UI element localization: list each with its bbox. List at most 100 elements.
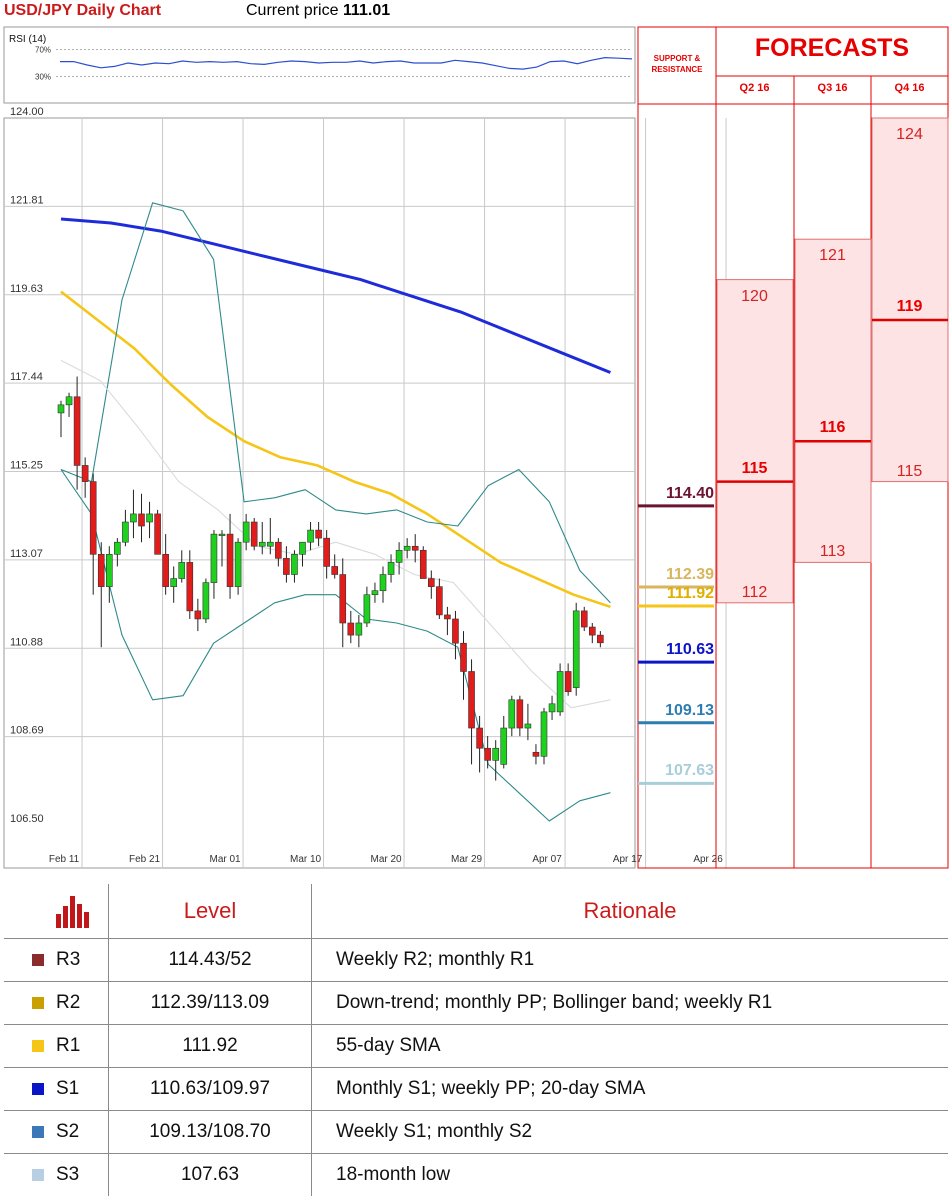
table-row: S1 110.63/109.97 Monthly S1; weekly PP; …	[4, 1068, 948, 1111]
x-tick-label: Feb 21	[129, 854, 161, 865]
y-tick-label: 117.44	[10, 371, 43, 383]
y-tick-label: 124.00	[10, 106, 44, 118]
x-tick-label: Apr 26	[693, 854, 723, 865]
candle-body	[549, 704, 555, 712]
candle-body	[195, 611, 201, 619]
candle-body	[573, 611, 579, 688]
candle-body	[147, 514, 153, 522]
level-value: 111.92	[109, 1025, 312, 1068]
level-rationale: Down-trend; monthly PP; Bollinger band; …	[312, 982, 949, 1025]
candle-body	[436, 587, 442, 615]
candle	[573, 603, 579, 696]
current-price: Current price 111.01	[246, 2, 390, 20]
candle-body	[541, 712, 547, 756]
sr-level-label: 107.63	[640, 762, 714, 780]
candle-body	[493, 748, 499, 760]
sr-level-label: 112.39	[640, 566, 714, 584]
level-value: 109.13/108.70	[109, 1111, 312, 1154]
candle-body	[283, 558, 289, 574]
level-name: S1	[56, 1078, 79, 1099]
forecast-range	[717, 280, 793, 603]
level-name: R2	[56, 992, 80, 1013]
level-swatch	[32, 997, 44, 1009]
y-tick-label: 106.50	[10, 813, 44, 825]
forecast-mid-label: 116	[794, 419, 871, 437]
candle-body	[452, 619, 458, 643]
table-row: R2 112.39/113.09 Down-trend; monthly PP;…	[4, 982, 948, 1025]
candle-body	[396, 550, 402, 562]
candle	[251, 518, 257, 550]
candle-body	[171, 579, 177, 587]
candle-body	[428, 579, 434, 587]
x-tick-label: Apr 07	[532, 854, 562, 865]
candle-body	[139, 514, 145, 526]
current-price-value: 111.01	[343, 2, 390, 19]
candle-body	[412, 546, 418, 550]
candle-body	[235, 542, 241, 586]
candle-body	[275, 542, 281, 558]
level-swatch	[32, 1169, 44, 1181]
candle	[203, 579, 209, 623]
level-value: 114.43/52	[109, 939, 312, 982]
candle-body	[251, 522, 257, 546]
candle-body	[90, 482, 96, 555]
quarter-header: Q3 16	[794, 82, 871, 94]
level-value: 107.63	[109, 1154, 312, 1196]
level-name: S2	[56, 1121, 79, 1142]
level-rationale: 18-month low	[312, 1154, 949, 1196]
candle-body	[324, 538, 330, 566]
y-tick-label: 115.25	[10, 460, 43, 472]
candle-body	[82, 465, 88, 481]
rsi-level-label: 70%	[35, 45, 51, 54]
level-swatch	[32, 1083, 44, 1095]
candle-body	[477, 728, 483, 748]
sr-level-label: 109.13	[640, 702, 714, 720]
candle-body	[114, 542, 120, 554]
forecast-low-label: 115	[871, 463, 948, 481]
candle-body	[187, 562, 193, 610]
bar-chart-logo-icon	[56, 894, 92, 928]
x-tick-label: Mar 01	[209, 854, 241, 865]
y-tick-label: 108.69	[10, 725, 44, 737]
forecast-range	[795, 239, 871, 562]
support-resistance-header: SUPPORT &RESISTANCE	[640, 53, 714, 75]
candle-body	[106, 554, 112, 586]
candle-body	[58, 405, 64, 413]
candle	[541, 708, 547, 765]
candle-body	[163, 554, 169, 586]
forecast-high-label: 121	[794, 247, 871, 265]
candle-body	[485, 748, 491, 760]
sr-level-label: 110.63	[640, 641, 714, 659]
sr-level-label: 111.92	[640, 585, 714, 603]
candle-body	[179, 562, 185, 578]
quarter-header: Q4 16	[871, 82, 948, 94]
candle-body	[597, 635, 603, 643]
x-tick-label: Feb 11	[49, 854, 80, 865]
candle-body	[444, 615, 450, 619]
candle-body	[155, 514, 161, 554]
x-tick-label: Mar 20	[370, 854, 402, 865]
candle	[235, 538, 241, 595]
candle-body	[130, 514, 136, 522]
candle-body	[404, 546, 410, 550]
forecast-high-label: 124	[871, 126, 948, 144]
candle-body	[461, 643, 467, 671]
quarter-header: Q2 16	[716, 82, 793, 94]
chart-title: USD/JPY Daily Chart	[4, 2, 161, 20]
candle-body	[517, 700, 523, 728]
y-tick-label: 113.07	[10, 548, 43, 560]
candle	[420, 546, 426, 578]
level-rationale: Monthly S1; weekly PP; 20-day SMA	[312, 1068, 949, 1111]
candle-body	[581, 611, 587, 627]
candle-body	[348, 623, 354, 635]
candle-body	[501, 728, 507, 764]
table-row: S3 107.63 18-month low	[4, 1154, 948, 1196]
candle-body	[469, 671, 475, 728]
level-swatch	[32, 954, 44, 966]
candle-body	[420, 550, 426, 578]
forecast-high-label: 120	[716, 288, 793, 306]
candle-body	[291, 554, 297, 574]
candle-body	[372, 591, 378, 595]
candle-body	[243, 522, 249, 542]
candle-body	[557, 671, 563, 711]
